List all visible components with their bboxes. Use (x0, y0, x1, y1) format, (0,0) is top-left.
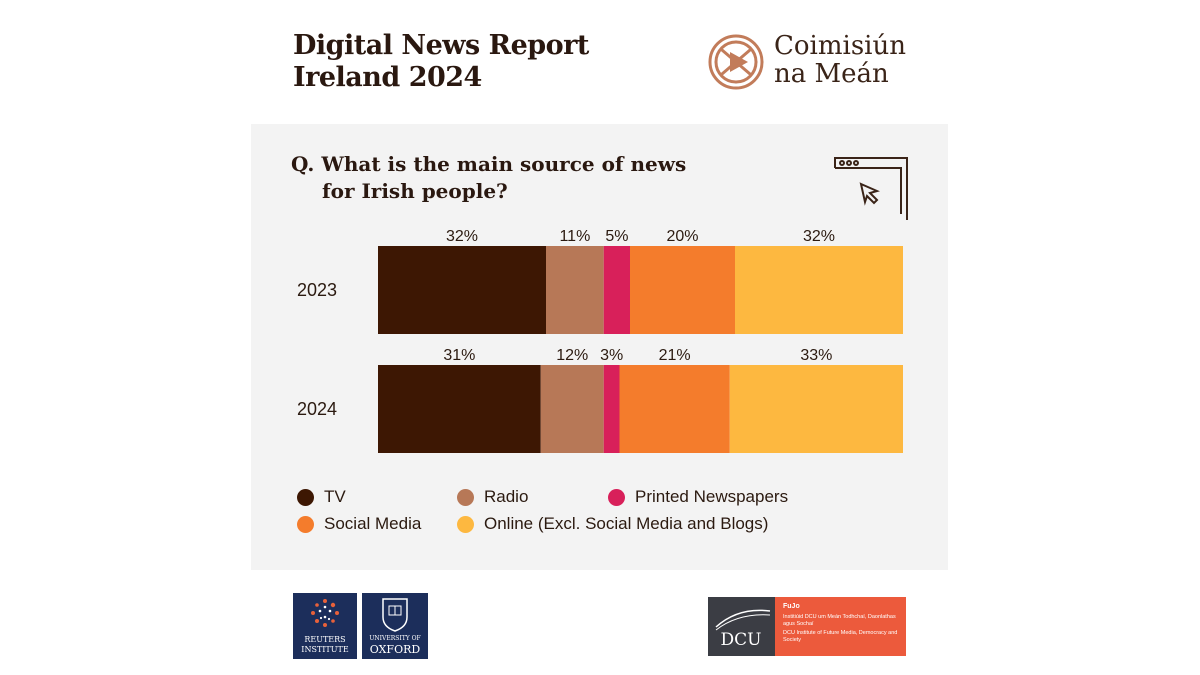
oxford-line1: UNIVERSITY OF (369, 635, 421, 642)
data-label: 5% (605, 228, 628, 245)
fujo-irish: Institiúid DCU um Meán Todhchaí, Daonlat… (783, 614, 896, 627)
data-label: 31% (443, 347, 475, 364)
bar-segment-tv (378, 246, 546, 334)
oxford-crest-icon (382, 598, 408, 632)
fujo-english: DCU Institute of Future Media, Democracy… (783, 630, 898, 643)
category-label: 2023 (297, 280, 337, 300)
report-title-line2: Ireland 2024 (293, 62, 482, 93)
chart-panel: Q. What is the main source of news for I… (251, 124, 948, 570)
bar-segment-radio (546, 246, 604, 334)
bar-segment-printed-newspapers (603, 365, 620, 453)
bar-segment-printed-newspapers (603, 246, 630, 334)
data-label: 21% (659, 347, 691, 364)
data-label: 32% (803, 228, 835, 245)
data-label: 12% (556, 347, 588, 364)
bar-segment-social-media (630, 246, 735, 334)
data-label: 11% (559, 228, 590, 245)
question-line1: Q. What is the main source of news (291, 152, 687, 176)
question-line2: for Irish people? (322, 179, 508, 203)
brand-line2: na Meán (774, 59, 889, 89)
dcu-block: DCU (708, 597, 775, 656)
coimisiun-logo: Coimisiún na Meán (706, 32, 916, 92)
bar-segment-social-media (619, 365, 730, 453)
reuters-institute-logo: REUTERS INSTITUTE (293, 593, 357, 659)
reuters-line1: REUTERS (304, 635, 346, 644)
reuters-line2: INSTITUTE (301, 645, 349, 654)
reuters-dots-icon (311, 599, 339, 627)
brand-line1: Coimisiún (774, 31, 906, 61)
bar-segment-online-excl-social-media-and-blogs (729, 365, 903, 453)
dcu-swoosh-icon: DCU (715, 609, 771, 650)
coimisiun-name: Coimisiún na Meán (774, 32, 906, 88)
data-label: 33% (800, 347, 832, 364)
bar-segment-radio (540, 365, 604, 453)
dcu-name: DCU (721, 630, 762, 650)
report-title-line1: Digital News Report (293, 30, 589, 61)
fujo-name: FuJo (783, 603, 800, 610)
report-title: Digital News Report Ireland 2024 (293, 30, 589, 94)
category-label: 2024 (297, 399, 337, 419)
oxford-line2: OXFORD (369, 643, 421, 656)
bar-segment-tv (378, 365, 541, 453)
data-label: 32% (446, 228, 478, 245)
fujo-block: FuJo Institiúid DCU um Meán Todhchaí, Da… (775, 597, 906, 656)
coimisiun-emblem-icon (708, 34, 764, 90)
bar-segment-online-excl-social-media-and-blogs (735, 246, 903, 334)
question-text: Q. What is the main source of news for I… (291, 151, 731, 205)
browser-cursor-icon (834, 157, 908, 220)
data-label: 20% (666, 228, 698, 245)
stacked-bar-chart: 2023 32% 11% 5% 20% 32% 2024 31% 12% 3% 21% 33% (297, 228, 903, 453)
data-label: 3% (600, 347, 623, 364)
dcu-fujo-logo: DCU FuJo Institiúid DCU um Meán Todhchaí… (708, 597, 906, 656)
oxford-logo: UNIVERSITY OF OXFORD (362, 593, 428, 659)
